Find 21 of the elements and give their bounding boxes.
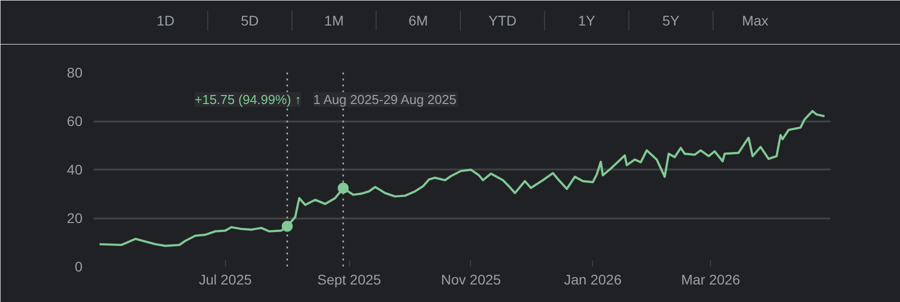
y-tick-label: 40: [66, 162, 83, 178]
text: YTD: [488, 12, 516, 28]
text: Max: [742, 12, 768, 28]
annotation: 1 Aug 2025-29 Aug 2025: [313, 92, 456, 108]
text: 1D: [156, 12, 175, 28]
y-tick-label: 60: [66, 113, 83, 129]
text: 5D: [240, 12, 259, 28]
annotation: +15.75 (94.99%) ↑: [194, 92, 302, 108]
x-tick-label: Jul 2025: [198, 272, 252, 288]
x-tick-label: Nov 2025: [441, 272, 502, 288]
y-tick-label: 80: [66, 64, 83, 80]
x-tick-label: Sept 2025: [317, 272, 382, 288]
text: 1M: [324, 12, 344, 28]
x-tick-label: Mar 2026: [681, 272, 740, 288]
text: 6M: [408, 12, 428, 28]
text: 5Y: [662, 12, 680, 28]
y-tick-label: 0: [74, 258, 83, 274]
x-tick-label: Jan 2026: [564, 272, 622, 288]
y-tick-label: 20: [66, 210, 83, 226]
text: 1Y: [578, 12, 596, 28]
line-series: [98, 110, 826, 247]
